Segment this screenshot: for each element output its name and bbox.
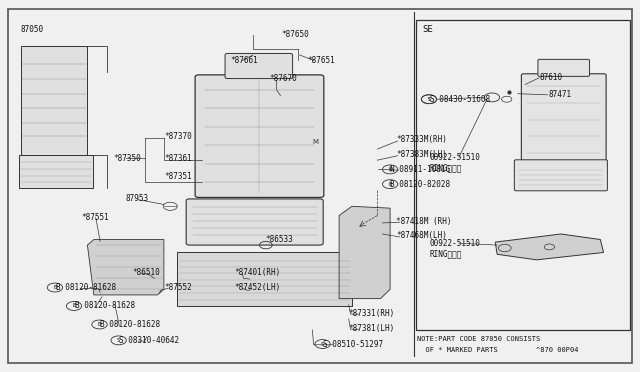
Text: *87670: *87670 [269, 74, 297, 83]
Text: B: B [388, 182, 392, 187]
Text: B 08120-81628: B 08120-81628 [56, 283, 116, 292]
Text: RINGリング: RINGリング [429, 164, 462, 173]
FancyBboxPatch shape [416, 20, 630, 330]
FancyBboxPatch shape [20, 46, 88, 155]
Text: B 08120-81628: B 08120-81628 [100, 320, 160, 329]
Text: *87661: *87661 [231, 56, 259, 65]
Text: *86510: *86510 [132, 268, 160, 277]
Text: OF * MARKED PARTS         ^870 00P04: OF * MARKED PARTS ^870 00P04 [417, 347, 579, 353]
Text: 87953: 87953 [125, 195, 148, 203]
Text: *87333M(RH): *87333M(RH) [396, 135, 447, 144]
FancyBboxPatch shape [515, 160, 607, 191]
Text: B: B [53, 285, 56, 290]
Text: S: S [428, 97, 431, 102]
Text: *87401(RH): *87401(RH) [234, 268, 280, 277]
Text: M: M [312, 139, 318, 145]
Text: S: S [321, 341, 324, 347]
Text: S 08510-51297: S 08510-51297 [323, 340, 383, 349]
Text: *87551: *87551 [81, 213, 109, 222]
Text: B: B [98, 322, 101, 327]
Text: *87331(RH): *87331(RH) [349, 309, 395, 318]
Text: *87552: *87552 [164, 283, 191, 292]
Text: S: S [428, 97, 431, 102]
FancyBboxPatch shape [186, 199, 323, 245]
FancyBboxPatch shape [177, 253, 352, 306]
Text: *87651: *87651 [307, 56, 335, 65]
Text: S: S [117, 338, 120, 343]
Polygon shape [339, 206, 390, 299]
Text: 87050: 87050 [20, 25, 44, 34]
Text: *87650: *87650 [282, 30, 310, 39]
Polygon shape [495, 234, 604, 260]
Text: *87383M(LH): *87383M(LH) [396, 150, 447, 159]
Text: S 08310-40642: S 08310-40642 [119, 336, 179, 345]
Text: 00922-51510: 00922-51510 [429, 153, 481, 162]
Text: 87610: 87610 [540, 73, 563, 81]
FancyBboxPatch shape [538, 60, 589, 76]
Text: N: N [388, 167, 392, 172]
Text: B: B [72, 304, 76, 308]
FancyBboxPatch shape [8, 9, 632, 363]
FancyBboxPatch shape [19, 155, 93, 188]
Text: 87471: 87471 [548, 90, 572, 99]
FancyBboxPatch shape [195, 75, 324, 198]
Text: *87350: *87350 [113, 154, 141, 163]
Text: S 08430-51608: S 08430-51608 [429, 95, 490, 104]
Polygon shape [88, 240, 164, 295]
Text: N 08911-1081G: N 08911-1081G [390, 165, 450, 174]
Text: NOTE:PART CODE 87050 CONSISTS: NOTE:PART CODE 87050 CONSISTS [417, 336, 541, 341]
Text: *87370: *87370 [164, 132, 191, 141]
Text: *87418M (RH): *87418M (RH) [396, 217, 452, 225]
Text: *86533: *86533 [266, 235, 294, 244]
FancyBboxPatch shape [522, 74, 606, 161]
Text: RINGリング: RINGリング [429, 250, 462, 259]
Text: *87468M(LH): *87468M(LH) [396, 231, 447, 240]
Text: *87381(LH): *87381(LH) [349, 324, 395, 333]
Text: *87361: *87361 [164, 154, 191, 163]
Text: B 08120-82028: B 08120-82028 [390, 180, 450, 189]
Text: *87452(LH): *87452(LH) [234, 283, 280, 292]
Text: 00922-51510: 00922-51510 [429, 239, 481, 248]
FancyBboxPatch shape [225, 54, 292, 78]
Text: SE: SE [422, 25, 433, 34]
Text: *87351: *87351 [164, 172, 191, 181]
Text: B 08120-81628: B 08120-81628 [75, 301, 135, 311]
